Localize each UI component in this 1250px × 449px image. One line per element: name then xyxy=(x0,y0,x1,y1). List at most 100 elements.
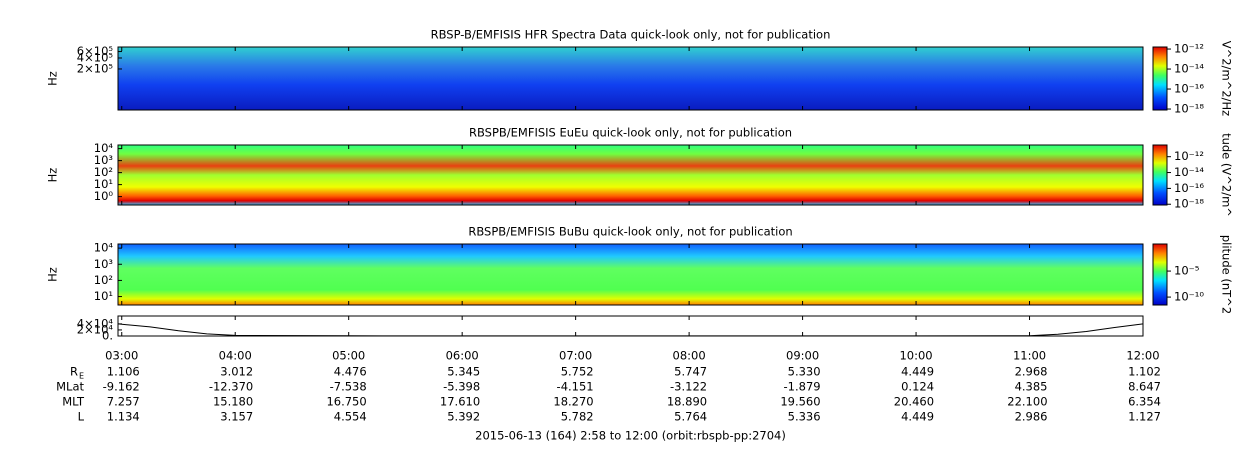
y-tick-label: 0. xyxy=(102,329,113,343)
x-tick-label: 05:00 xyxy=(332,349,365,363)
ephemeris-value: 20.460 xyxy=(894,395,934,409)
ephemeris-label: MLat xyxy=(56,380,84,394)
ephemeris-value: 17.610 xyxy=(440,395,480,409)
ephemeris-label-subscript: E xyxy=(79,372,84,381)
colorbar-tick-label: 10⁻¹⁶ xyxy=(1174,82,1204,96)
ephemeris-value: 4.449 xyxy=(901,365,934,379)
plot-frame xyxy=(117,243,1144,306)
ephemeris-label: L xyxy=(78,410,85,424)
y-tick-label: 10⁰ xyxy=(94,189,114,203)
plot-frame xyxy=(117,144,1144,206)
ephemeris-value: 2.986 xyxy=(1015,410,1048,424)
spectrogram-image xyxy=(118,47,1143,110)
ephemeris-value: 5.336 xyxy=(788,410,821,424)
y-tick-label: 10¹ xyxy=(94,177,113,191)
colorbar-tick-label: 10⁻¹⁸ xyxy=(1174,197,1204,211)
y-tick-label: 4×10⁵ xyxy=(77,50,114,64)
ephemeris-value: -5.398 xyxy=(443,380,480,394)
ephemeris-value: 16.750 xyxy=(326,395,366,409)
colorbar-tick-label: 10⁻¹⁸ xyxy=(1174,102,1204,116)
ephemeris-value: 1.102 xyxy=(1128,365,1161,379)
ephemeris-value: -4.151 xyxy=(557,380,594,394)
ephemeris-value: 0.124 xyxy=(901,380,934,394)
ephemeris-value: 4.449 xyxy=(901,410,934,424)
x-tick-label: 10:00 xyxy=(899,349,932,363)
y-tick-label: 10³ xyxy=(94,257,114,271)
ephemeris-value: -9.162 xyxy=(103,380,140,394)
ephemeris-value: 19.560 xyxy=(780,395,820,409)
ephemeris-value: -12.370 xyxy=(209,380,253,394)
ephemeris-value: 5.747 xyxy=(674,365,707,379)
spectrogram-image xyxy=(118,145,1143,205)
ephemeris-value: 5.782 xyxy=(561,410,594,424)
colorbar xyxy=(1152,144,1168,206)
colorbar-tick-label: 10⁻¹² xyxy=(1174,149,1204,163)
colorbar-label: V^2/m^2/Hz xyxy=(1220,41,1234,116)
x-axis-label: 2015-06-13 (164) 2:58 to 12:00 (orbit:rb… xyxy=(475,429,786,443)
ephemeris-value: 18.270 xyxy=(553,395,593,409)
ephemeris-value: 1.127 xyxy=(1128,410,1161,424)
ephemeris-value: -3.122 xyxy=(670,380,707,394)
x-tick-label: 04:00 xyxy=(219,349,252,363)
colorbar-tick-label: 10⁻¹⁰ xyxy=(1174,290,1204,304)
ephemeris-value: 1.106 xyxy=(107,365,140,379)
colorbar-tick-label: 10⁻¹⁴ xyxy=(1174,62,1204,76)
y-tick-label: 4×10⁴ xyxy=(77,316,114,330)
x-tick-label: 07:00 xyxy=(559,349,592,363)
x-tick-label: 03:00 xyxy=(105,349,138,363)
y-axis-label: Hz xyxy=(46,71,60,86)
y-tick-label: 6×10⁵ xyxy=(77,44,114,58)
y-tick-label: 10⁴ xyxy=(94,141,114,155)
y-tick-label: 10⁴ xyxy=(94,241,114,255)
ephemeris-value: -7.538 xyxy=(330,380,367,394)
ephemeris-label: R xyxy=(70,365,78,379)
colorbar-tick-label: 10⁻¹² xyxy=(1174,42,1204,56)
ephemeris-value: 5.764 xyxy=(674,410,707,424)
x-tick-label: 11:00 xyxy=(1013,349,1046,363)
colorbar xyxy=(1152,46,1168,111)
panel-title: RBSP-B/EMFISIS HFR Spectra Data quick-lo… xyxy=(431,28,831,42)
y-tick-label: 2×10⁴ xyxy=(77,322,114,336)
ephemeris-value: 22.100 xyxy=(1007,395,1047,409)
x-tick-label: 12:00 xyxy=(1126,349,1159,363)
panel-title: RBSPB/EMFISIS BuBu quick-look only, not … xyxy=(468,225,792,239)
ephemeris-value: 2.968 xyxy=(1015,365,1048,379)
y-tick-label: 2×10⁵ xyxy=(77,61,114,75)
ephemeris-value: 8.647 xyxy=(1128,380,1161,394)
y-axis-label: Hz xyxy=(46,168,60,183)
x-tick-label: 06:00 xyxy=(446,349,479,363)
colorbar-label: plitude (nT^2 xyxy=(1220,235,1234,314)
y-tick-label: 10³ xyxy=(94,153,114,167)
ephemeris-value: 5.752 xyxy=(561,365,594,379)
colorbar xyxy=(1152,243,1168,306)
x-tick-label: 08:00 xyxy=(673,349,706,363)
ephemeris-value: 5.330 xyxy=(788,365,821,379)
ephemeris-value: 3.012 xyxy=(220,365,253,379)
ephemeris-value: 4.476 xyxy=(334,365,367,379)
colorbar-tick-label: 10⁻¹⁴ xyxy=(1174,165,1204,179)
colorbar-tick-label: 10⁻⁵ xyxy=(1174,264,1200,278)
ephemeris-value: 6.354 xyxy=(1128,395,1161,409)
ephemeris-value: 1.134 xyxy=(107,410,140,424)
y-tick-label: 10² xyxy=(94,165,113,179)
colorbar-tick-label: 10⁻¹⁶ xyxy=(1174,181,1204,195)
ephemeris-value: 5.345 xyxy=(447,365,480,379)
ephemeris-value: 4.554 xyxy=(334,410,367,424)
y-axis-label: Hz xyxy=(46,267,60,282)
plot-frame xyxy=(117,315,1144,337)
y-tick-label: 10² xyxy=(94,273,113,287)
ephemeris-value: 4.385 xyxy=(1015,380,1048,394)
y-tick-label: 10¹ xyxy=(94,289,113,303)
panel-title: RBSPB/EMFISIS EuEu quick-look only, not … xyxy=(469,126,792,140)
ephemeris-label: MLT xyxy=(62,395,85,409)
plot-frame xyxy=(117,46,1144,111)
ephemeris-value: -1.879 xyxy=(784,380,821,394)
spectrogram-image xyxy=(118,244,1143,305)
ephemeris-value: 18.890 xyxy=(667,395,707,409)
ephemeris-value: 3.157 xyxy=(220,410,253,424)
ephemeris-value: 7.257 xyxy=(107,395,140,409)
ephemeris-value: 5.392 xyxy=(447,410,480,424)
x-tick-label: 09:00 xyxy=(786,349,819,363)
line xyxy=(117,323,1144,337)
